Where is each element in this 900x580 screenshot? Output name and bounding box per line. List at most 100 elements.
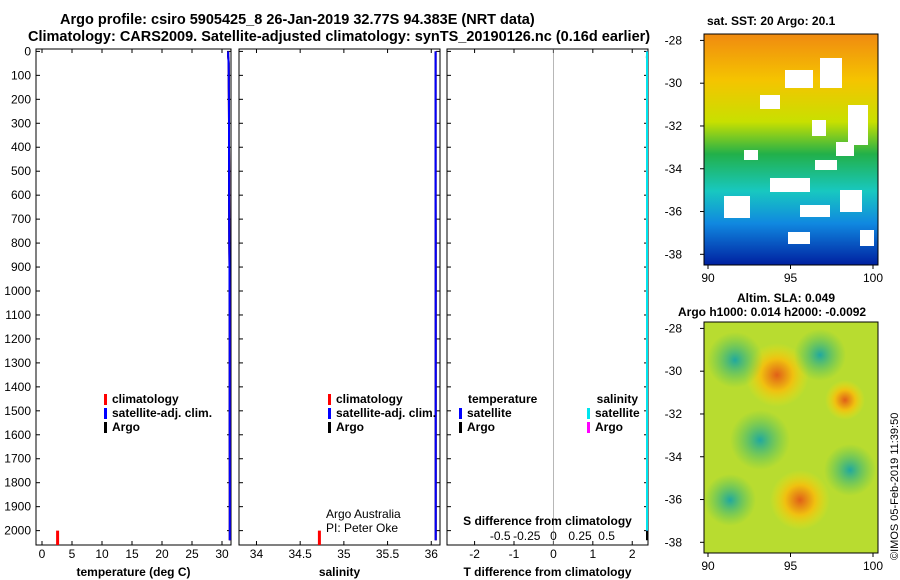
y-tick-label: 1000 xyxy=(4,284,31,298)
y-tick-label: 1800 xyxy=(4,476,31,490)
y-tick-label: 1500 xyxy=(4,404,31,418)
legend-label-sdiff-argo: Argo xyxy=(595,420,623,434)
lat-tick-label: -30 xyxy=(665,76,683,90)
x-tick-label: -1 xyxy=(509,547,520,561)
sla-anomaly-blob xyxy=(707,332,763,388)
y-tick-label: 400 xyxy=(11,140,31,154)
legend-label-sal-argo: Argo xyxy=(336,420,364,434)
legend-swatch-tdiff-sat xyxy=(459,408,462,419)
x-tick-label: 0 xyxy=(39,547,46,561)
x-tick-label: 10 xyxy=(95,547,109,561)
legend-label-temp-sat: satellite-adj. clim. xyxy=(112,406,212,420)
y-tick-label: 900 xyxy=(11,260,31,274)
x-tick-label: 34.5 xyxy=(288,547,312,561)
sst-mask-patch xyxy=(785,70,813,88)
sst-map-title: sat. SST: 20 Argo: 20.1 xyxy=(707,14,836,28)
lat-tick-label: -34 xyxy=(665,162,683,176)
s-tick-label: -0.5 xyxy=(490,529,511,543)
salinity-bottom-marker xyxy=(317,530,321,545)
panel-frame-2 xyxy=(238,48,441,546)
argo-australia-label: Argo Australia xyxy=(326,507,401,521)
lat-tick-label: -38 xyxy=(665,535,683,549)
legend-swatch-sdiff-sat xyxy=(587,408,590,419)
legend-label-tdiff-argo: Argo xyxy=(467,420,495,434)
y-tick-label: 2000 xyxy=(4,524,31,538)
legend-title-temperature: temperature xyxy=(468,392,538,406)
y-tick-label: 1200 xyxy=(4,332,31,346)
sst-mask-patch xyxy=(860,230,874,246)
legend-swatch-temp-sat xyxy=(104,408,107,419)
temperature-satellite-line xyxy=(227,51,231,541)
sst-mask-patch xyxy=(800,205,830,217)
legend-label-temp-argo: Argo xyxy=(112,420,140,434)
panel-frame-1 xyxy=(35,48,232,546)
sst-mask-patch xyxy=(840,190,862,212)
y-tick-label: 500 xyxy=(11,164,31,178)
lat-tick-label: -28 xyxy=(665,33,683,47)
lat-tick-label: -38 xyxy=(665,247,683,261)
legend-swatch-tdiff-argo xyxy=(459,422,462,433)
s-tick-label: 0 xyxy=(550,529,557,543)
x-tick-label: 5 xyxy=(69,547,76,561)
sla-anomaly-blob xyxy=(824,444,876,496)
legend-label-sdiff-sat: satellite xyxy=(595,406,640,420)
y-tick-label: 1900 xyxy=(4,500,31,514)
temperature-satellite-line-group xyxy=(227,51,231,541)
sla-map-title-2: Argo h1000: 0.014 h2000: -0.0092 xyxy=(678,305,867,319)
s-tick-label: -0.25 xyxy=(513,529,541,543)
y-tick-label: 200 xyxy=(11,92,31,106)
legend-swatch-sal-sat xyxy=(328,408,331,419)
legend-label-sal-sat: satellite-adj. clim. xyxy=(336,406,436,420)
title-line-1: Argo profile: csiro 5905425_8 26-Jan-201… xyxy=(60,12,535,28)
sst-mask-patch xyxy=(770,178,810,192)
temperature-xlabel: temperature (deg C) xyxy=(76,565,190,579)
lon-tick-label: 100 xyxy=(863,559,883,573)
x-tick-label: 2 xyxy=(629,547,636,561)
lat-tick-label: -32 xyxy=(665,407,683,421)
legend-swatch-temp-clim xyxy=(104,394,107,405)
sla-anomaly-blob xyxy=(794,329,846,381)
y-tick-label: 600 xyxy=(11,188,31,202)
x-tick-label: 34 xyxy=(250,547,264,561)
panel-frame-3 xyxy=(446,48,649,546)
legend-swatch-temp-argo xyxy=(104,422,107,433)
tdiff-xlabel: T difference from climatology xyxy=(463,565,631,579)
pi-label: PI: Peter Oke xyxy=(326,521,398,535)
x-tick-label: 1 xyxy=(589,547,596,561)
sla-anomaly-blob xyxy=(770,470,830,530)
sst-mask-patch xyxy=(820,58,842,88)
y-tick-label: 300 xyxy=(11,116,31,130)
sst-mask-patch xyxy=(812,120,826,136)
lon-tick-label: 100 xyxy=(863,271,883,285)
legend-swatch-sal-argo xyxy=(328,422,331,433)
x-tick-label: 35 xyxy=(337,547,351,561)
sst-mask-patch xyxy=(724,196,750,218)
x-tick-label: -2 xyxy=(469,547,480,561)
legend-label-tdiff-sat: satellite xyxy=(467,406,512,420)
x-tick-label: 20 xyxy=(155,547,169,561)
y-tick-label: 100 xyxy=(11,68,31,82)
y-tick-label: 1600 xyxy=(4,428,31,442)
legend-title-salinity: salinity xyxy=(597,392,639,406)
lon-tick-label: 95 xyxy=(784,271,798,285)
salinity-xlabel: salinity xyxy=(319,565,361,579)
sst-mask-patch xyxy=(760,95,780,109)
y-tick-label: 1400 xyxy=(4,380,31,394)
sla-map-title-1: Altim. SLA: 0.049 xyxy=(737,291,836,305)
lat-tick-label: -36 xyxy=(665,493,683,507)
sst-mask-patch xyxy=(848,105,868,145)
sla-anomaly-blob xyxy=(825,380,865,420)
sdiff-xlabel: S difference from climatology xyxy=(463,514,632,528)
legend-swatch-sal-clim xyxy=(328,394,331,405)
lat-tick-label: -32 xyxy=(665,119,683,133)
title-line-2: Climatology: CARS2009. Satellite-adjuste… xyxy=(28,29,651,45)
x-tick-label: 15 xyxy=(125,547,139,561)
s-tick-label: 0.5 xyxy=(598,529,615,543)
legend-swatch-sdiff-argo xyxy=(587,422,590,433)
y-tick-label: 1100 xyxy=(5,308,31,322)
y-tick-label: 1300 xyxy=(4,356,31,370)
x-tick-label: 25 xyxy=(185,547,199,561)
sla-anomaly-blob xyxy=(704,474,756,526)
lat-tick-label: -30 xyxy=(665,364,683,378)
sst-mask-patch xyxy=(815,160,837,170)
